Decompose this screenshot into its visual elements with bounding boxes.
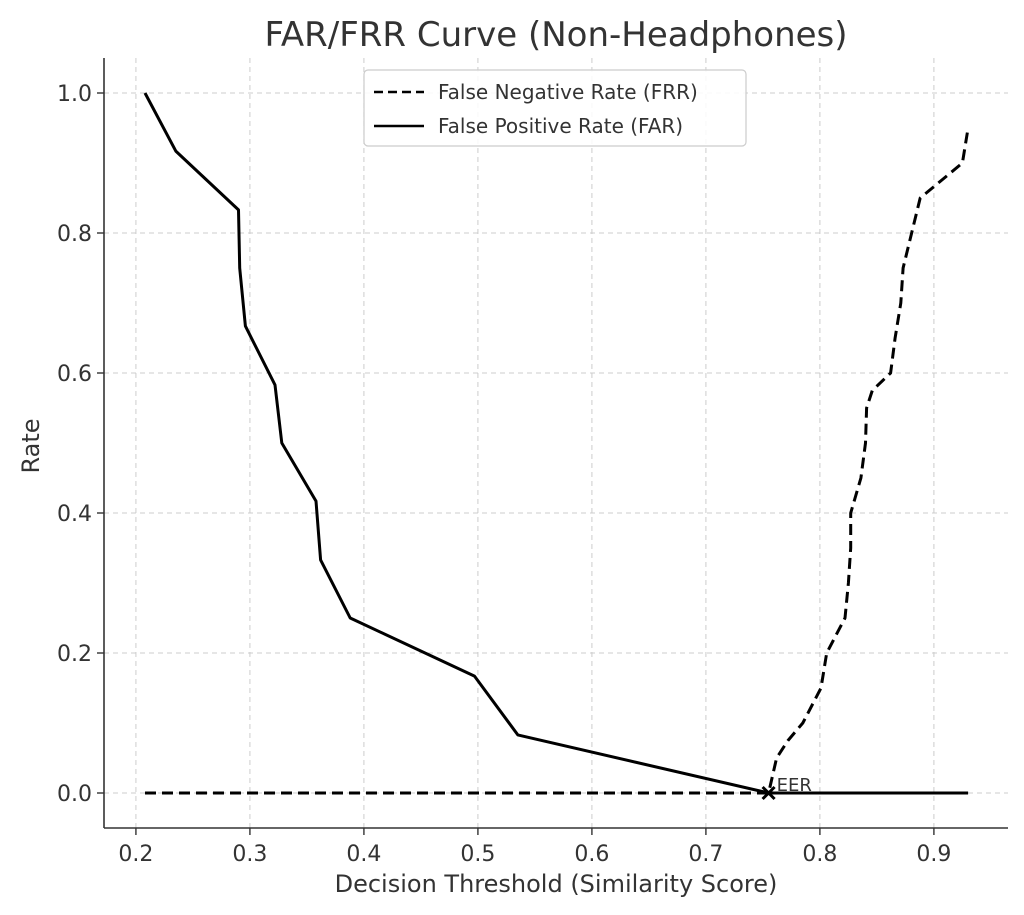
axes-frame bbox=[103, 58, 1008, 829]
x-tick-label: 0.5 bbox=[460, 842, 495, 867]
far-line bbox=[143, 92, 969, 795]
eer-label: EER bbox=[777, 775, 812, 796]
x-tick-label: 0.6 bbox=[574, 842, 609, 867]
y-tick-label: 0.4 bbox=[57, 502, 92, 527]
legend: False Negative Rate (FRR) False Positive… bbox=[363, 69, 747, 147]
y-ticks: 0.0 0.2 0.4 0.6 0.8 1.0 bbox=[57, 82, 104, 807]
series-layer bbox=[143, 92, 970, 795]
x-tick-label: 0.3 bbox=[232, 842, 267, 867]
legend-label-far: False Positive Rate (FAR) bbox=[438, 114, 683, 138]
x-tick-label: 0.9 bbox=[916, 842, 951, 867]
x-ticks: 0.2 0.3 0.4 0.5 0.6 0.7 0.8 0.9 bbox=[118, 828, 951, 867]
eer-marker bbox=[761, 785, 776, 801]
x-tick-label: 0.4 bbox=[346, 842, 381, 867]
y-tick-label: 0.8 bbox=[57, 222, 92, 247]
y-tick-label: 0.2 bbox=[57, 642, 92, 667]
legend-label-frr: False Negative Rate (FRR) bbox=[438, 80, 698, 104]
x-tick-label: 0.2 bbox=[118, 842, 153, 867]
annotation-layer: EER bbox=[761, 775, 812, 801]
frr-line bbox=[145, 127, 970, 795]
x-tick-label: 0.8 bbox=[802, 842, 837, 867]
y-tick-label: 0.0 bbox=[57, 782, 92, 807]
x-axis-label: Decision Threshold (Similarity Score) bbox=[335, 870, 778, 898]
y-tick-label: 0.6 bbox=[57, 362, 92, 387]
y-axis-label: Rate bbox=[17, 418, 45, 473]
legend-box bbox=[363, 69, 747, 147]
x-tick-label: 0.7 bbox=[688, 842, 723, 867]
y-tick-label: 1.0 bbox=[57, 82, 92, 107]
chart-title: FAR/FRR Curve (Non-Headphones) bbox=[264, 15, 847, 55]
grid bbox=[104, 58, 1008, 828]
